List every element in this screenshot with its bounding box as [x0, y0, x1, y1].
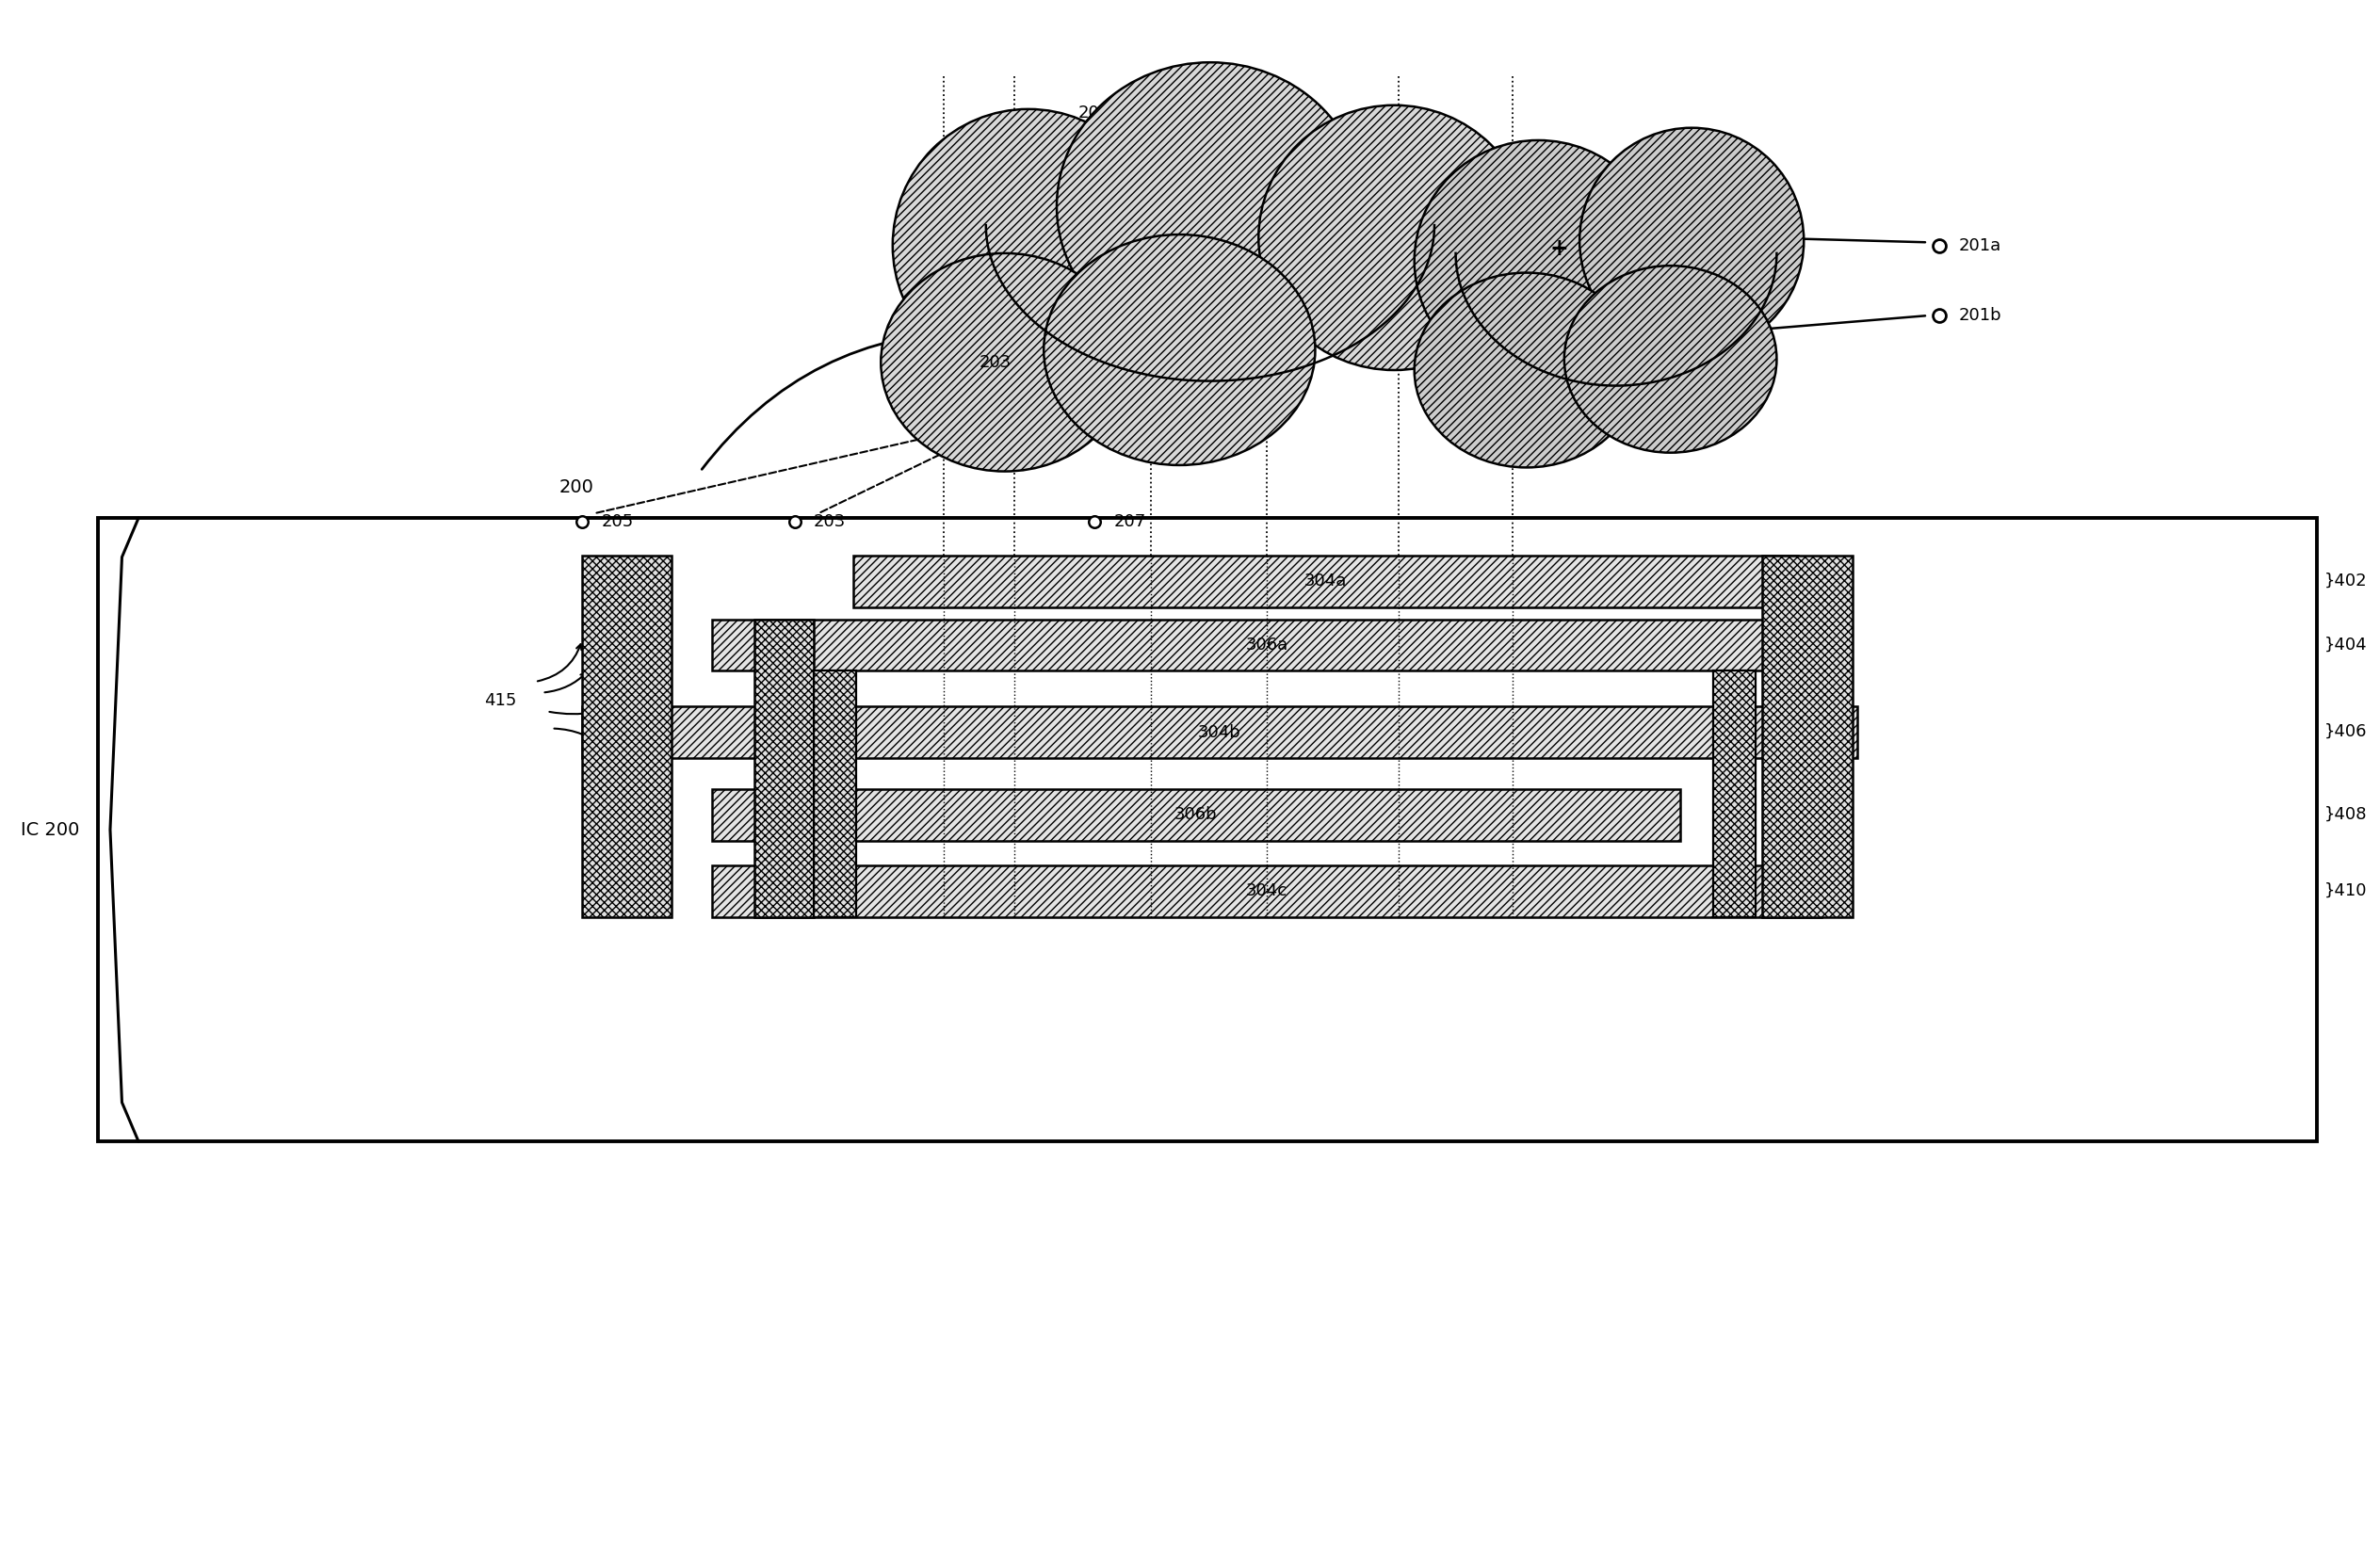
Ellipse shape	[1057, 63, 1364, 351]
Bar	[814, 670, 857, 918]
Text: }402: }402	[2325, 572, 2368, 589]
Text: IC 200: IC 200	[21, 821, 79, 839]
Text: 201a: 201a	[1959, 236, 2002, 254]
Text: 200: 200	[559, 478, 593, 496]
Bar	[854, 841, 1797, 866]
Text: 415: 415	[483, 692, 516, 709]
Ellipse shape	[1580, 128, 1804, 354]
Text: 415: 415	[1797, 736, 1830, 753]
Text: 306a: 306a	[1245, 637, 1288, 653]
Ellipse shape	[1564, 266, 1778, 453]
Ellipse shape	[1259, 105, 1530, 370]
Text: 205: 205	[1078, 105, 1111, 122]
Bar	[712, 620, 1821, 670]
Bar	[754, 620, 814, 918]
Text: 205: 205	[602, 512, 633, 529]
Bar	[98, 518, 2318, 1142]
Bar	[1714, 670, 1756, 918]
Bar	[712, 789, 1680, 841]
Bar	[1764, 556, 1852, 918]
Text: }408: }408	[2325, 805, 2368, 822]
Text: 201b: 201b	[1959, 307, 2002, 324]
Text: 203: 203	[978, 354, 1011, 371]
Text: 304a: 304a	[1304, 573, 1347, 590]
Text: +: +	[1549, 238, 1568, 260]
Bar	[854, 608, 1797, 620]
Ellipse shape	[1414, 141, 1661, 382]
Ellipse shape	[1045, 235, 1316, 465]
Text: }406: }406	[2325, 723, 2368, 741]
Text: 304b: 304b	[1197, 723, 1240, 741]
Text: 306b: 306b	[1173, 806, 1219, 824]
Text: 207: 207	[1290, 318, 1323, 335]
Bar	[583, 556, 671, 918]
Bar	[854, 758, 1797, 789]
Text: }410: }410	[2325, 882, 2368, 899]
Bar	[583, 706, 1856, 758]
Bar	[712, 866, 1821, 918]
Ellipse shape	[881, 254, 1128, 471]
Text: 304c: 304c	[1247, 883, 1288, 900]
Ellipse shape	[1414, 272, 1637, 468]
Text: 207: 207	[1114, 512, 1145, 529]
Bar	[854, 556, 1797, 608]
Text: 203: 203	[814, 512, 845, 529]
Ellipse shape	[892, 110, 1164, 382]
Text: }404: }404	[2325, 636, 2368, 653]
Bar	[854, 670, 1797, 706]
Bar	[671, 608, 754, 620]
